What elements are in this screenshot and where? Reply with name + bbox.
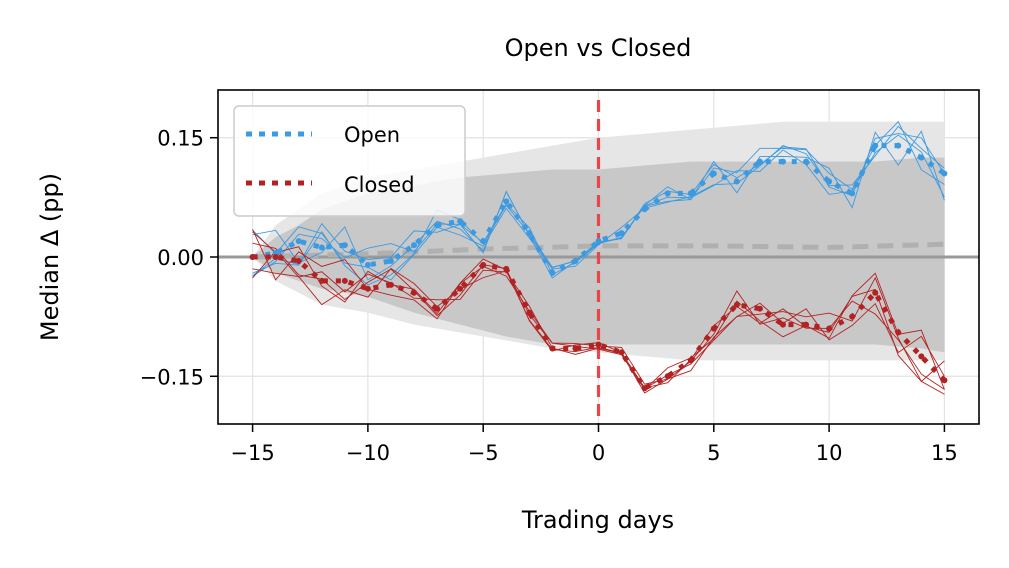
series-point-0-23 [779, 158, 786, 165]
series-point-1-28 [895, 329, 902, 336]
series-point-1-19 [687, 357, 694, 364]
legend-label-closed: Closed [344, 173, 415, 197]
series-point-1-29 [918, 353, 925, 360]
series-point-1-6 [387, 281, 394, 288]
series-point-1-1 [272, 254, 279, 260]
series-point-0-24 [803, 158, 810, 165]
series-point-1-2 [295, 257, 302, 264]
series-point-1-14 [572, 345, 579, 352]
chart-title: Open vs Closed [505, 34, 692, 62]
series-point-1-21 [733, 301, 740, 308]
series-point-0-2 [295, 238, 302, 245]
series-point-1-20 [710, 325, 717, 332]
x-tick-label-3: 0 [592, 441, 605, 465]
series-point-1-4 [341, 277, 348, 284]
series-point-1-26 [849, 313, 856, 320]
series-point-0-7 [411, 242, 418, 249]
series-point-0-26 [849, 190, 856, 197]
series-point-0-25 [826, 178, 833, 185]
series-point-0-20 [710, 170, 717, 177]
x-tick-label-2: −5 [468, 441, 499, 465]
x-tick-label-5: 10 [816, 441, 843, 465]
y-tick-label-1: 0.00 [157, 246, 204, 270]
y-tick-label-2: −0.15 [140, 365, 204, 389]
series-point-0-4 [341, 242, 348, 249]
series-lines [249, 142, 948, 392]
y-tick-label-0: 0.15 [157, 127, 204, 151]
series-point-1-8 [434, 305, 441, 312]
series-point-1-18 [664, 373, 671, 380]
series-point-0-27 [872, 142, 879, 149]
y-axis-label: Median Δ (pp) [36, 173, 64, 341]
reference-lines [218, 100, 979, 424]
series-point-1-15 [595, 341, 602, 348]
series-point-1-7 [411, 289, 418, 296]
series-point-0-6 [387, 257, 394, 264]
series-point-1-13 [549, 345, 556, 352]
series-point-0-14 [572, 257, 579, 264]
series-point-0-10 [480, 238, 487, 245]
series-point-1-9 [457, 285, 464, 292]
series-point-0-19 [687, 190, 694, 197]
x-tick-label-4: 5 [707, 441, 720, 465]
series-point-1-11 [503, 265, 510, 272]
legend-box [233, 105, 466, 217]
y-axis: 0.15 0.00 −0.15 [140, 127, 218, 389]
series-point-1-25 [826, 325, 833, 332]
series-point-1-30 [941, 377, 948, 384]
series-point-0-13 [549, 269, 556, 276]
series-point-1-17 [641, 385, 648, 392]
series-point-1-24 [803, 321, 810, 328]
series-point-1-27 [872, 289, 879, 296]
series-point-0-22 [756, 158, 763, 165]
x-tick-label-1: −10 [346, 441, 390, 465]
series-point-0-3 [318, 244, 325, 251]
series-point-0-28 [895, 142, 902, 149]
series-point-0-11 [503, 198, 510, 205]
series-point-0-15 [595, 238, 602, 245]
x-axis-label: Trading days [521, 506, 674, 534]
series-point-0-5 [364, 261, 371, 268]
x-axis: −15 −10 −5 0 5 10 15 [230, 424, 958, 465]
x-tick-label-6: 15 [931, 441, 958, 465]
series-point-0-21 [733, 178, 740, 185]
x-tick-label-0: −15 [230, 441, 274, 465]
series-point-1-5 [364, 285, 371, 292]
series-point-0-18 [664, 190, 671, 197]
series-point-0-9 [457, 218, 464, 225]
series-point-1-16 [618, 349, 625, 356]
series-point-0-8 [434, 222, 441, 229]
series-point-0-30 [941, 170, 948, 177]
series-point-0-17 [641, 206, 648, 213]
baseline-median [252, 241, 945, 260]
series-point-1-0 [249, 254, 256, 260]
series-point-0-16 [618, 230, 625, 237]
series-point-1-10 [480, 261, 487, 268]
legend: Open Closed [233, 105, 466, 217]
series-point-0-12 [526, 230, 533, 237]
sample-path-1-0 [252, 231, 945, 391]
series-point-1-22 [756, 305, 763, 312]
series-point-1-12 [526, 309, 533, 316]
series-point-1-3 [318, 277, 325, 284]
series-point-0-29 [918, 154, 925, 161]
series-point-1-23 [779, 321, 786, 328]
legend-label-open: Open [344, 123, 400, 147]
